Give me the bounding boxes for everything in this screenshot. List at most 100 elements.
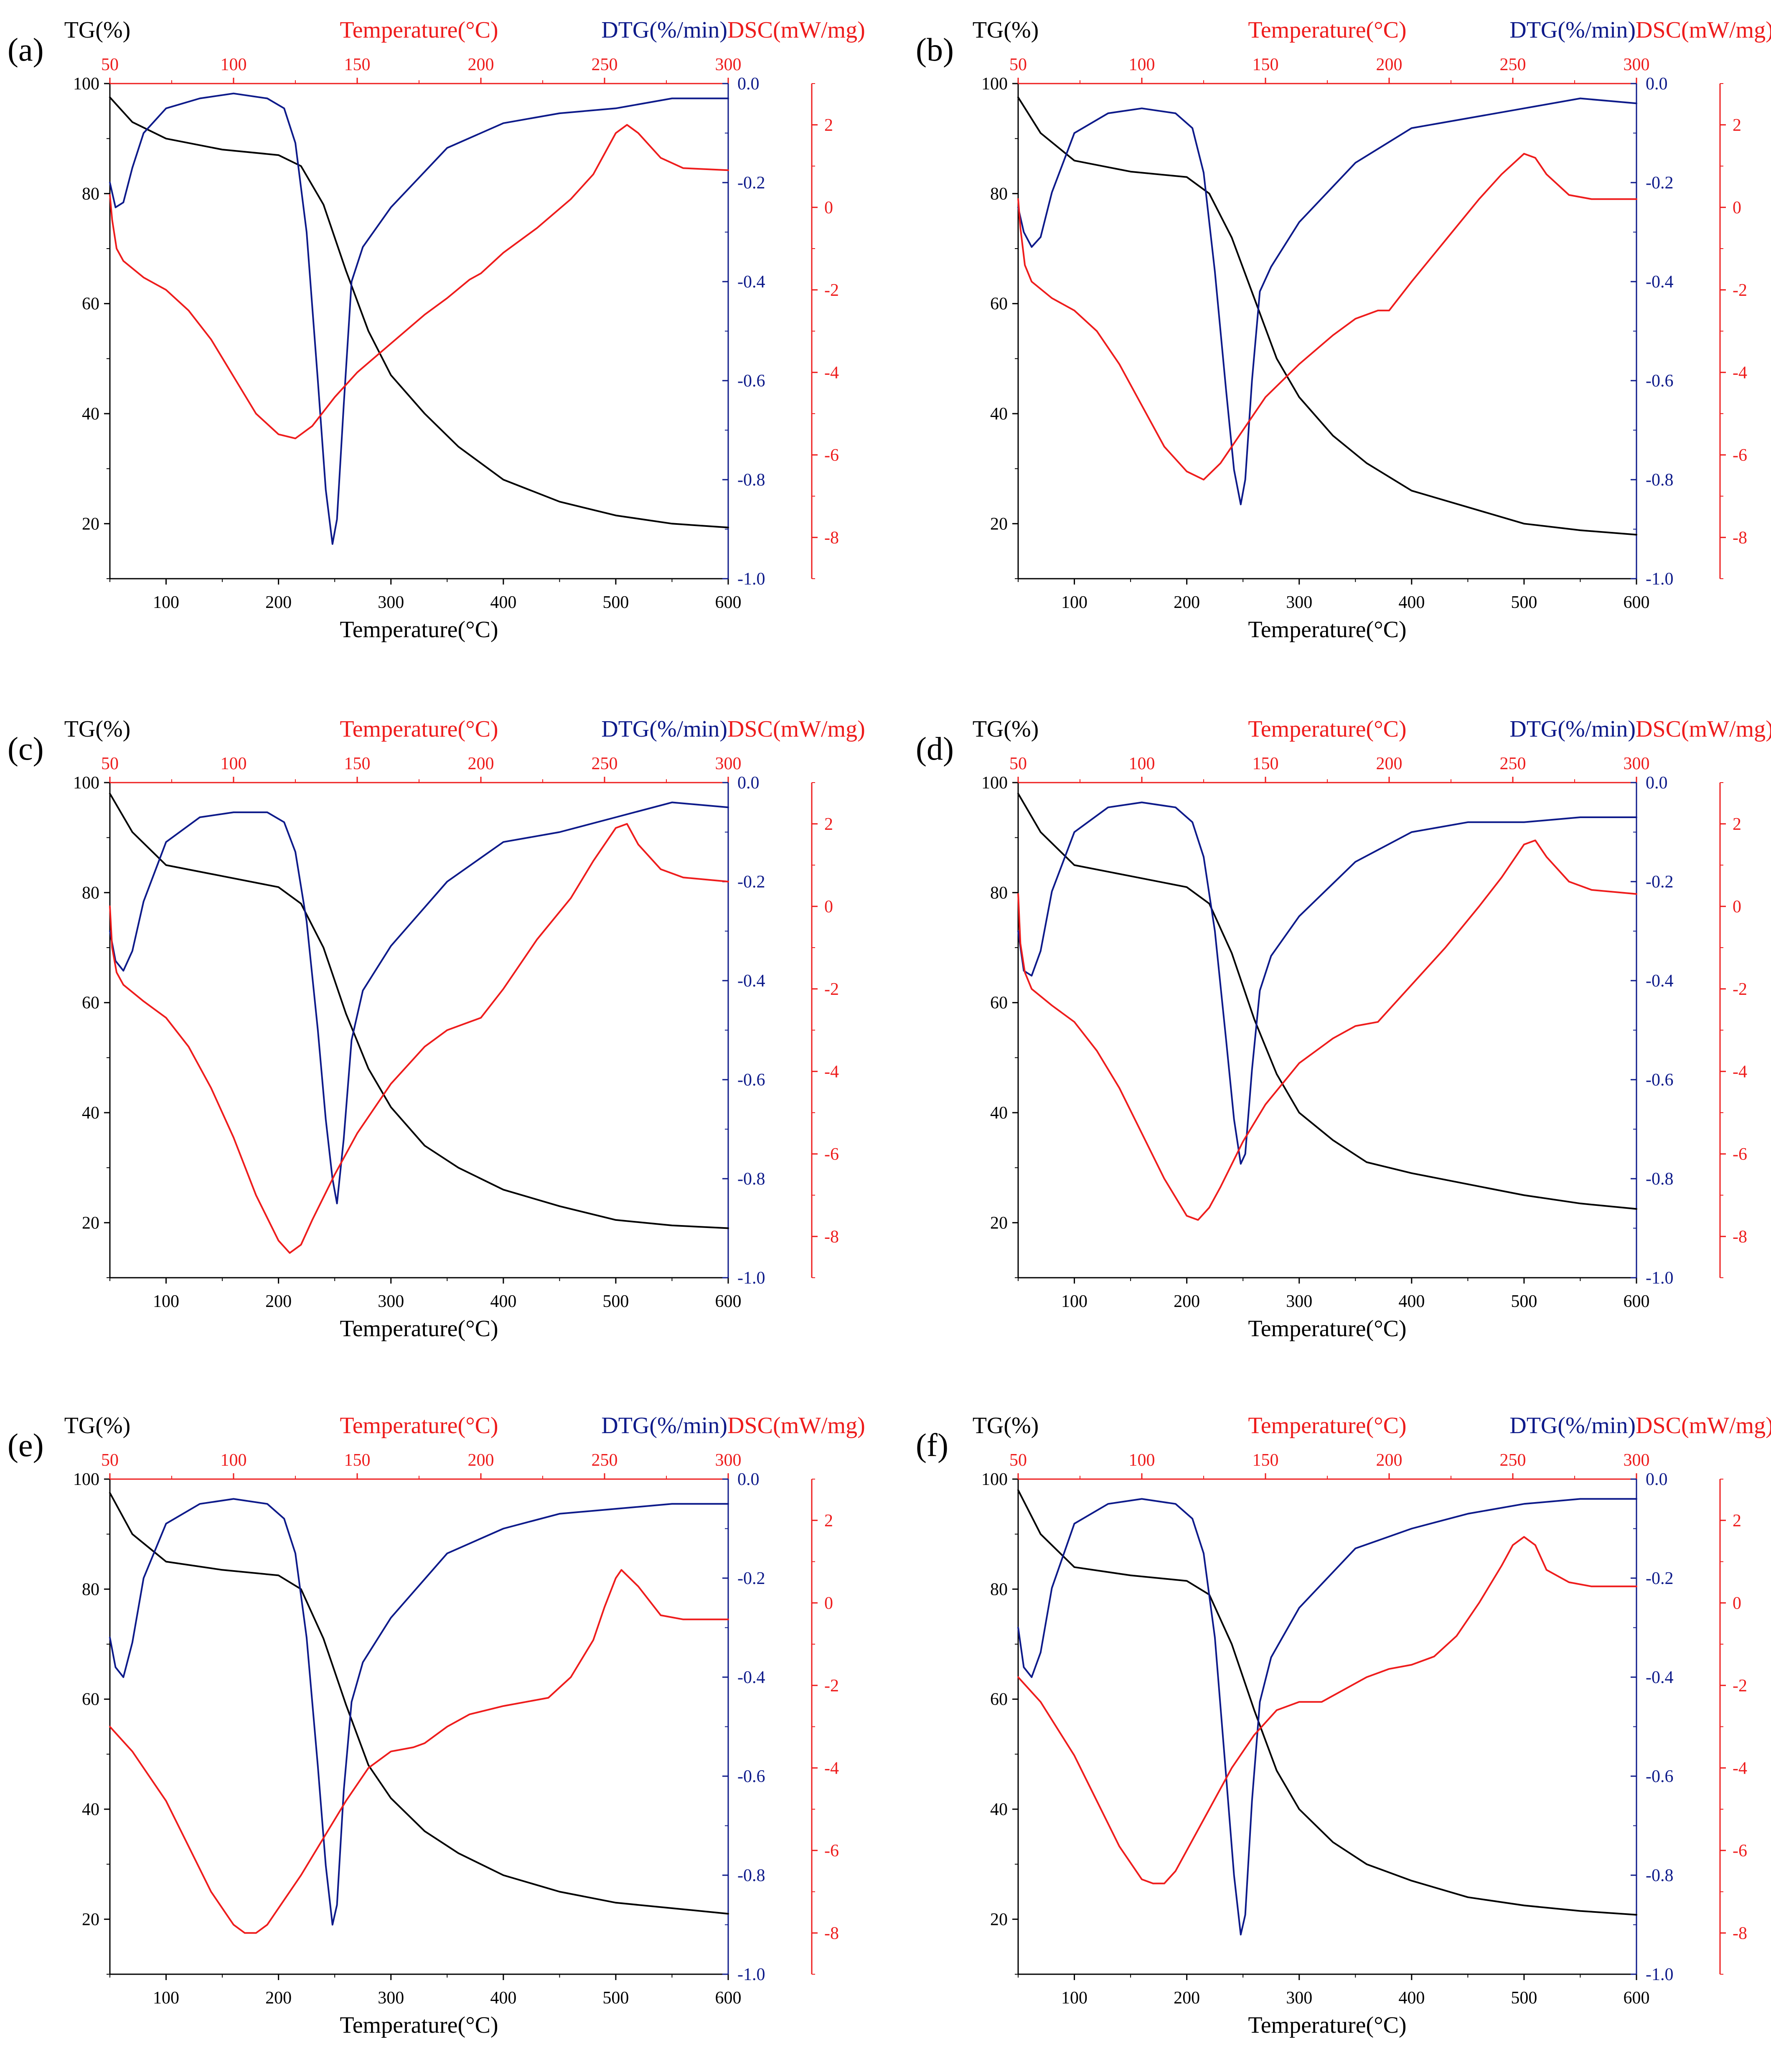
dsc-tick-label: -2 <box>1733 1676 1747 1696</box>
bottom-tick-label: 400 <box>490 1988 516 2008</box>
dsc-tick-label: 0 <box>1733 1594 1741 1613</box>
tg-axis-label: TG(%) <box>973 716 1039 742</box>
top-tick-label: 150 <box>344 1451 371 1470</box>
bottom-tick-label: 200 <box>265 1988 292 2008</box>
dtg-tick-label: -1.0 <box>1646 1269 1674 1288</box>
top-tick-label: 50 <box>101 1451 119 1470</box>
bottom-axis-title: Temperature(°C) <box>340 2012 498 2038</box>
dtg-tick-label: -0.2 <box>737 1569 765 1588</box>
dtg-tick-label: -0.2 <box>737 173 765 193</box>
top-tick-label: 250 <box>1500 754 1526 773</box>
dtg-tick-label: -0.6 <box>1646 1070 1674 1090</box>
dtg-tick-label: 0.0 <box>737 773 760 793</box>
top-tick-label: 300 <box>715 754 742 773</box>
top-tick-label: 300 <box>1624 754 1650 773</box>
dtg-axis-label: DTG(%/min) <box>601 716 727 742</box>
dsc-axis-label: DSC(mW/mg) <box>1636 716 1771 742</box>
dtg-tick-label: -0.4 <box>737 272 765 292</box>
dtg-tick-label: -0.8 <box>1646 1866 1674 1885</box>
top-tick-label: 50 <box>1009 55 1027 74</box>
dtg-tick-label: -0.8 <box>1646 1169 1674 1189</box>
bottom-tick-label: 400 <box>490 1292 516 1311</box>
dtg-tick-label: 0.0 <box>1646 1470 1668 1489</box>
tg-axis-label: TG(%) <box>973 17 1039 43</box>
tg-curve <box>1017 96 1637 536</box>
tg-axis-label: TG(%) <box>64 716 131 742</box>
bottom-tick-label: 100 <box>1061 593 1088 612</box>
bottom-tick-label: 600 <box>715 1988 742 2008</box>
tg-tick-label: 80 <box>82 184 99 203</box>
dsc-curve <box>1017 153 1637 481</box>
bottom-tick-label: 600 <box>715 593 742 612</box>
panel-label: (e) <box>8 1427 44 1463</box>
dsc-tick-label: -2 <box>1733 281 1747 300</box>
tg-curve <box>109 793 729 1229</box>
tg-tick-label: 80 <box>82 883 99 903</box>
top-axis-label: Temperature(°C) <box>340 17 498 43</box>
top-tick-label: 150 <box>344 55 371 74</box>
tg-tick-label: 60 <box>990 295 1008 314</box>
top-tick-label: 200 <box>468 55 494 74</box>
dtg-tick-label: 0.0 <box>1646 74 1668 94</box>
dsc-tick-label: 2 <box>824 1511 833 1530</box>
top-tick-label: 50 <box>1009 754 1027 773</box>
bottom-axis-title: Temperature(°C) <box>340 617 498 643</box>
bottom-tick-label: 500 <box>1511 1988 1537 2008</box>
dsc-curve <box>1017 839 1637 1221</box>
panel-label: (b) <box>916 31 954 68</box>
tg-tick-label: 40 <box>990 404 1008 424</box>
tg-tick-label: 60 <box>990 1690 1008 1709</box>
bottom-tick-label: 100 <box>153 593 179 612</box>
dsc-tick-label: -2 <box>824 980 839 999</box>
dsc-tick-label: 0 <box>1733 897 1741 916</box>
dsc-tick-label: 2 <box>824 116 833 135</box>
dsc-tick-label: -2 <box>824 281 839 300</box>
bottom-tick-label: 300 <box>1286 1988 1312 2008</box>
bottom-tick-label: 400 <box>490 593 516 612</box>
dtg-tick-label: -0.2 <box>1646 872 1674 892</box>
dsc-tick-label: -8 <box>824 1227 839 1246</box>
dtg-tick-label: -1.0 <box>737 569 765 589</box>
top-tick-label: 50 <box>101 55 119 74</box>
dsc-curve <box>109 823 729 1254</box>
bottom-axis-title: Temperature(°C) <box>1248 2012 1406 2038</box>
tg-tick-label: 80 <box>990 1580 1008 1599</box>
panel-label: (d) <box>916 730 954 767</box>
top-tick-label: 100 <box>1129 754 1155 773</box>
tg-axis-label: TG(%) <box>973 1413 1039 1439</box>
bottom-tick-label: 500 <box>602 1988 629 2008</box>
dsc-tick-label: -6 <box>824 446 839 465</box>
top-tick-label: 150 <box>1253 55 1279 74</box>
top-tick-label: 100 <box>1129 55 1155 74</box>
dtg-curve <box>1017 801 1637 1165</box>
tg-curve <box>109 96 729 529</box>
top-tick-label: 300 <box>715 55 742 74</box>
top-tick-label: 200 <box>1376 55 1403 74</box>
dsc-tick-label: -6 <box>824 1145 839 1164</box>
dsc-tick-label: -4 <box>1733 363 1747 382</box>
top-tick-label: 150 <box>1253 754 1279 773</box>
dtg-curve <box>1017 97 1637 506</box>
tg-tick-label: 100 <box>981 1470 1008 1489</box>
dtg-curve <box>109 1498 729 1926</box>
top-axis-label: Temperature(°C) <box>1248 1413 1406 1439</box>
tg-tick-label: 80 <box>82 1580 99 1599</box>
dsc-axis-label: DSC(mW/mg) <box>727 1413 865 1439</box>
dsc-tick-label: -6 <box>824 1841 839 1861</box>
dtg-tick-label: -0.4 <box>1646 971 1674 991</box>
tg-tick-label: 20 <box>990 1910 1008 1929</box>
tg-tick-label: 20 <box>990 514 1008 534</box>
tg-tick-label: 20 <box>82 514 99 534</box>
tg-tick-label: 100 <box>73 74 99 94</box>
panel-label: (c) <box>8 730 44 767</box>
dsc-tick-label: -2 <box>824 1676 839 1696</box>
dtg-tick-label: -0.6 <box>1646 371 1674 391</box>
top-tick-label: 100 <box>1129 1451 1155 1470</box>
top-tick-label: 250 <box>592 1451 618 1470</box>
dsc-tick-label: -4 <box>824 1062 839 1081</box>
dtg-tick-label: -0.6 <box>1646 1767 1674 1786</box>
bottom-tick-label: 600 <box>1624 593 1650 612</box>
dtg-tick-label: -0.4 <box>1646 1668 1674 1687</box>
dtg-axis-label: DTG(%/min) <box>601 1413 727 1439</box>
bottom-tick-label: 200 <box>1174 1988 1200 2008</box>
